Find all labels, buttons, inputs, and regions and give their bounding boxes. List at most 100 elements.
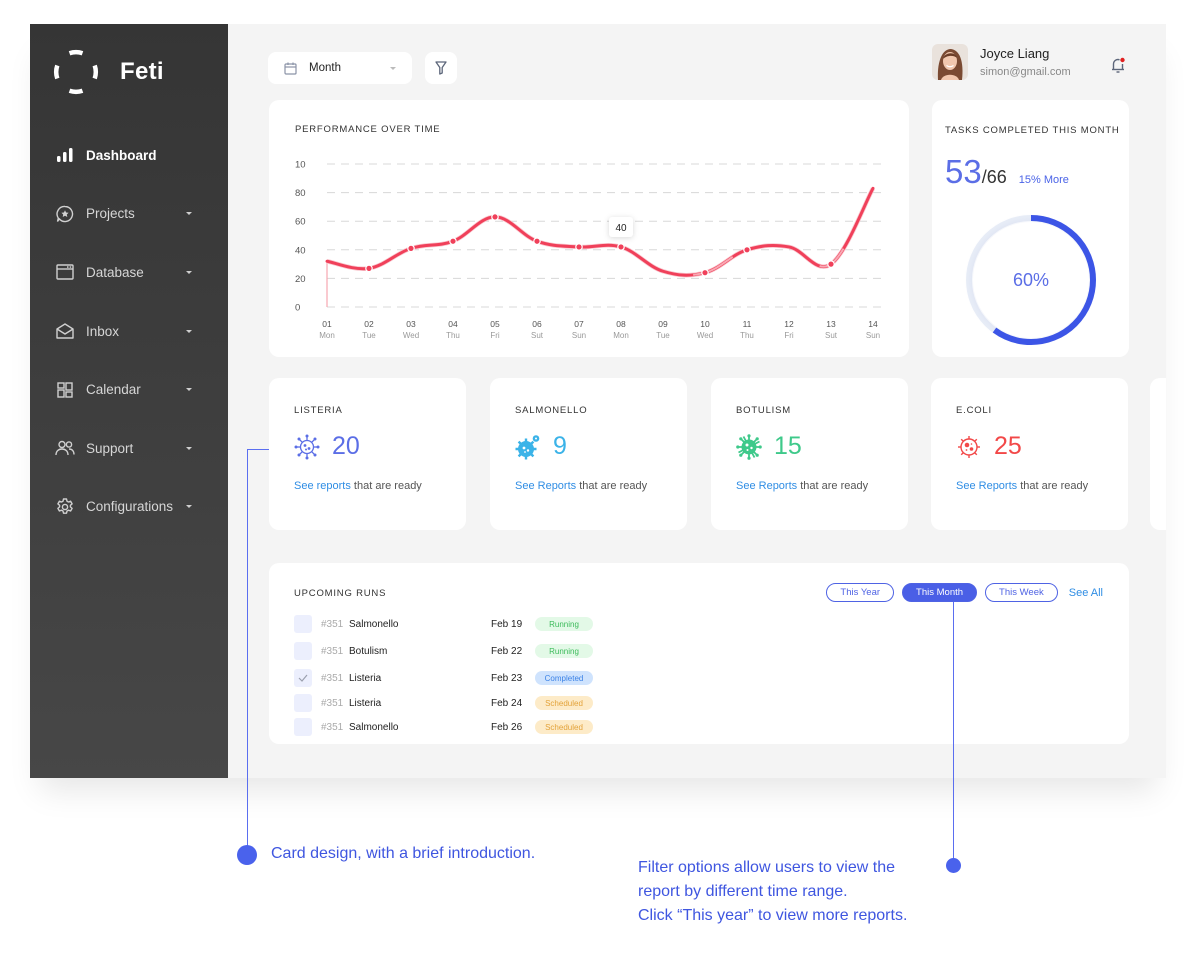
chat-star-icon	[55, 204, 75, 224]
svg-text:05: 05	[490, 319, 500, 329]
tasks-delta: 15% More	[1018, 174, 1069, 186]
progress-ring	[966, 215, 1096, 345]
row-checkbox[interactable]	[294, 615, 312, 633]
filter-this-month[interactable]: This Month	[902, 583, 978, 602]
row-checkbox[interactable]	[294, 718, 312, 736]
run-name: Listeria	[349, 697, 382, 709]
card-title: PERFORMANCE OVER TIME	[295, 124, 441, 135]
svg-text:Fri: Fri	[784, 331, 794, 340]
svg-text:06: 06	[532, 319, 542, 329]
user-profile[interactable]: Joyce Liang simon@gmail.com	[932, 44, 1071, 80]
svg-text:Sut: Sut	[531, 331, 544, 340]
table-row[interactable]: #351 Botulism Feb 22 Running	[294, 641, 593, 661]
stat-footer-text: that are ready	[797, 480, 869, 492]
chevron-down-icon	[186, 212, 192, 216]
see-reports-link[interactable]: See Reports	[515, 480, 577, 492]
svg-text:Sun: Sun	[572, 331, 586, 340]
sidebar-item-configurations[interactable]: Configurations	[30, 478, 228, 537]
see-reports-link[interactable]: See Reports	[956, 480, 1018, 492]
row-checkbox[interactable]	[294, 642, 312, 660]
run-name: Salmonello	[349, 721, 399, 733]
run-date: Feb 26	[491, 721, 523, 733]
notification-button[interactable]	[1110, 56, 1126, 74]
bar-chart-icon	[55, 145, 75, 165]
sidebar-item-label: Support	[86, 440, 134, 456]
sidebar-item-calendar[interactable]: Calendar	[30, 360, 228, 419]
sidebar-item-inbox[interactable]: Inbox	[30, 302, 228, 361]
table-row[interactable]: #351 Listeria Feb 24 Scheduled	[294, 693, 593, 713]
svg-text:10: 10	[295, 160, 306, 171]
run-id: #351	[321, 618, 344, 630]
upcoming-runs-card: UPCOMING RUNS This Year This Month This …	[269, 563, 1129, 744]
status-badge: Completed	[535, 671, 593, 685]
svg-text:40: 40	[615, 223, 627, 234]
envelope-open-icon	[55, 321, 75, 341]
sidebar-item-database[interactable]: Database	[30, 243, 228, 302]
bell-icon	[1112, 57, 1125, 73]
svg-text:0: 0	[295, 303, 300, 314]
row-checkbox[interactable]	[294, 669, 312, 687]
sidebar-item-label: Calendar	[86, 382, 141, 398]
user-email: simon@gmail.com	[980, 66, 1071, 78]
see-reports-link[interactable]: See Reports	[736, 480, 798, 492]
sidebar-item-projects[interactable]: Projects	[30, 185, 228, 244]
virus-icon	[294, 434, 320, 459]
stat-card-partial[interactable]	[1150, 378, 1166, 530]
stat-value: 15	[774, 432, 802, 460]
table-row[interactable]: #351 Listeria Feb 23 Completed	[294, 668, 593, 688]
stat-card-salmonello[interactable]: SALMONELLO 9 See Reports that are ready	[490, 378, 687, 530]
tasks-count: 53 /66 15% More	[945, 155, 1069, 188]
stat-value: 9	[553, 432, 567, 460]
calendar-icon	[284, 62, 297, 75]
sidebar-item-label: Database	[86, 264, 144, 280]
filter-this-year[interactable]: This Year	[826, 583, 895, 602]
stat-card-botulism[interactable]: BOTULISM 15 See Reports that are ready	[711, 378, 908, 530]
chevron-down-icon	[186, 270, 192, 274]
chart-tooltip: 40	[609, 217, 633, 237]
sidebar-item-support[interactable]: Support	[30, 419, 228, 478]
logo[interactable]: Feti	[50, 46, 164, 98]
table-row[interactable]: #351 Salmonello Feb 19 Running	[294, 614, 593, 634]
row-checkbox[interactable]	[294, 694, 312, 712]
stat-footer: See Reports that are ready	[956, 480, 1088, 492]
chevron-down-icon	[186, 388, 192, 392]
status-badge: Scheduled	[535, 696, 593, 710]
performance-line-chart[interactable]: 0 20 40 60 80 10 01 Mon 02 Tue 03 Wed 04 Thu 05 Fri 06 Su…	[269, 100, 909, 357]
filter-button[interactable]	[425, 52, 457, 84]
stat-card-ecoli[interactable]: E.COLI 25 See Reports that are ready	[931, 378, 1128, 530]
filter-this-week[interactable]: This Week	[985, 583, 1058, 602]
tasks-total-value: /66	[981, 167, 1007, 187]
app-name: Feti	[120, 58, 164, 85]
svg-text:07: 07	[574, 319, 584, 329]
run-name: Botulism	[349, 645, 388, 657]
annotation-connector	[247, 449, 249, 847]
see-reports-link[interactable]: See reports	[294, 480, 351, 492]
card-title: UPCOMING RUNS	[294, 588, 387, 599]
performance-chart-card: PERFORMANCE OVER TIME 0 20 40 60 80 10 01 Mon 02…	[269, 100, 909, 357]
period-select[interactable]: Month	[268, 52, 412, 84]
annotation-filter-options: Filter options allow users to view the r…	[638, 856, 907, 928]
sidebar-item-dashboard[interactable]: Dashboard	[30, 126, 228, 185]
svg-text:20: 20	[295, 274, 306, 285]
svg-text:11: 11	[743, 319, 752, 329]
status-badge: Scheduled	[535, 720, 593, 734]
microbe-icon	[958, 435, 980, 458]
svg-text:01: 01	[322, 319, 332, 329]
svg-text:10: 10	[700, 319, 710, 329]
svg-text:02: 02	[364, 319, 374, 329]
svg-text:Thu: Thu	[740, 331, 754, 340]
status-badge: Running	[535, 617, 593, 631]
svg-text:60: 60	[295, 217, 306, 228]
svg-text:Thu: Thu	[446, 331, 460, 340]
app-window: Feti Dashboard Projects Database	[30, 24, 1166, 778]
run-name: Listeria	[349, 672, 382, 684]
svg-text:09: 09	[658, 319, 668, 329]
see-all-link[interactable]: See All	[1068, 586, 1103, 599]
stat-card-listeria[interactable]: LISTERIA 20 See reports that are ready	[269, 378, 466, 530]
avatar[interactable]	[932, 44, 968, 80]
bacteria-icon	[515, 434, 540, 459]
stat-value: 20	[332, 432, 360, 460]
table-row[interactable]: #351 Salmonello Feb 26 Scheduled	[294, 717, 593, 737]
stat-footer: See reports that are ready	[294, 480, 422, 492]
annotation-card-design: Card design, with a brief introduction.	[271, 845, 536, 862]
